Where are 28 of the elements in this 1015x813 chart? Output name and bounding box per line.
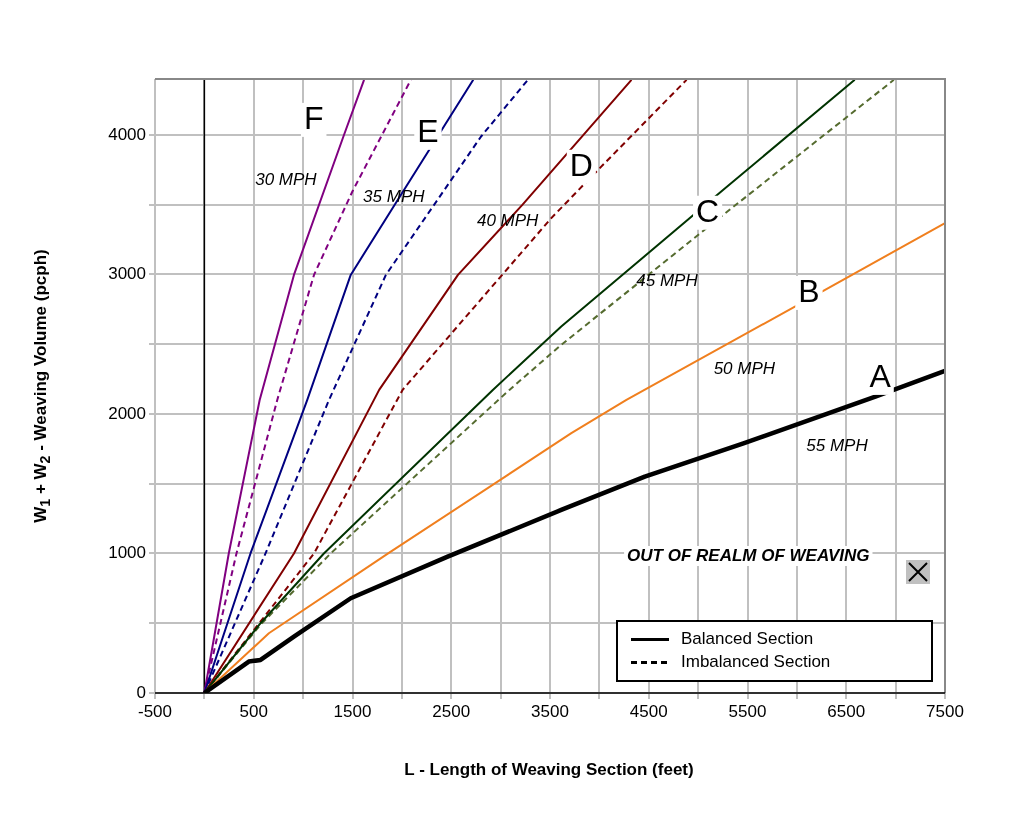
x-axis-title: L - Length of Weaving Section (feet): [404, 760, 694, 780]
legend-label: Imbalanced Section: [681, 652, 831, 672]
annotation: 45 MPH: [636, 270, 699, 290]
annotation: F: [303, 99, 324, 136]
y-tick-label: 3000: [108, 264, 146, 284]
x-tick-label: 2500: [432, 701, 471, 721]
legend-label: Balanced Section: [681, 629, 814, 649]
annotation: D: [569, 146, 593, 183]
x-tick-label: 3500: [531, 701, 569, 721]
x-tick-label: 5500: [728, 701, 767, 721]
annotation: 50 MPH: [713, 358, 776, 378]
annotation: A: [869, 357, 892, 394]
x-tick-label: 7500: [926, 701, 964, 721]
x-tick-label: 6500: [827, 701, 866, 721]
x-tick-label: 500: [239, 701, 268, 721]
annotation: 55 MPH: [806, 436, 869, 456]
annotation: C: [696, 192, 720, 229]
x-tick-label: -500: [137, 701, 173, 721]
y-tick-label: 4000: [108, 124, 146, 144]
y-tick-label: 1000: [108, 543, 146, 563]
annotation: OUT OF REALM OF WEAVING: [627, 545, 870, 565]
annotation: E: [417, 112, 439, 149]
annotation: 30 MPH: [255, 169, 318, 189]
y-tick-label: 2000: [108, 403, 146, 423]
y-tick-label: 0: [136, 682, 146, 702]
annotation: B: [798, 272, 820, 309]
x-tick-label: 1500: [333, 701, 372, 721]
x-tick-label: 4500: [629, 701, 668, 721]
